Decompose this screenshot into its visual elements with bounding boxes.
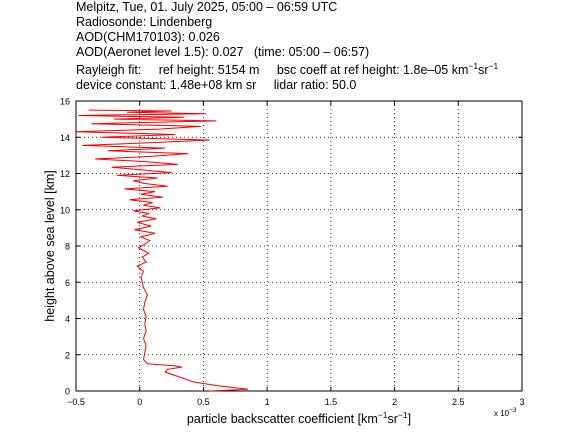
rayleigh-label: Rayleigh fit: [76, 63, 142, 77]
bsc-coeff-label: bsc coeff at ref height: 1.8e–05 km−1sr−… [276, 61, 499, 77]
x-tick-label: 0 [137, 397, 142, 407]
bsc-unit-sr: sr [478, 63, 489, 77]
aod-chm-label: AOD(CHM170103): 0.026 [76, 30, 220, 44]
x-axis-label: particle backscatter coefficient [km−1sr… [187, 410, 411, 426]
x-tick-label: 0.5 [197, 397, 210, 407]
rayleigh-line: Rayleigh fit: ref height: 5154 m bsc coe… [76, 61, 572, 78]
y-tick-label: 14 [60, 133, 70, 143]
device-constant-label: device constant: 1.48e+08 km sr [76, 78, 257, 92]
grid-layer [76, 101, 522, 391]
ref-height-label: ref height: 5154 m [158, 63, 260, 77]
bsc-unit-exp1: −1 [468, 61, 479, 71]
y-tick-label: 16 [60, 97, 70, 107]
lidar-ratio-label: lidar ratio: 50.0 [273, 78, 357, 92]
aod-time-label: (time: 05:00 – 06:57) [253, 45, 370, 59]
bsc-unit-exp2: −1 [488, 61, 499, 71]
x-tick-label: 1 [265, 397, 270, 407]
chart-header: Melpitz, Tue, 01. July 2025, 05:00 – 06:… [76, 0, 572, 93]
y-tick-label: 4 [65, 314, 70, 324]
y-tick-label: 2 [65, 350, 70, 360]
x-axis-multiplier: x 10−3 [494, 407, 517, 418]
chart-title: Melpitz, Tue, 01. July 2025, 05:00 – 06:… [76, 0, 338, 14]
x-tick-label: −0.5 [67, 397, 85, 407]
x-tick-label: 2 [392, 397, 397, 407]
backscatter-profile-line [75, 109, 249, 392]
aod-aeronet-label: AOD(Aeronet level 1.5): 0.027 [76, 45, 244, 59]
x-tick-label: 2.5 [452, 397, 465, 407]
x-tick-label: 1.5 [325, 397, 338, 407]
x-tick-label: 3 [519, 397, 524, 407]
aod-aeronet-line: AOD(Aeronet level 1.5): 0.027 (time: 05:… [76, 45, 572, 60]
bsc-coeff-text: bsc coeff at ref height: 1.8e–05 km [276, 63, 469, 77]
y-axis-title: height above sea level [km] [43, 170, 57, 321]
y-tick-label: 12 [60, 169, 70, 179]
y-tick-label: 8 [65, 242, 70, 252]
y-tick-label: 0 [65, 387, 70, 397]
device-line: device constant: 1.48e+08 km sr lidar ra… [76, 78, 572, 93]
radiosonde-label: Radiosonde: Lindenberg [76, 15, 213, 29]
y-tick-label: 10 [60, 205, 70, 215]
y-tick-label: 6 [65, 278, 70, 288]
plot-frame [75, 100, 523, 392]
y-axis-label: height above sea level [km] [43, 170, 57, 321]
